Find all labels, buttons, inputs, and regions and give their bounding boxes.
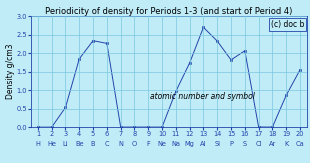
- Text: atomic number and symbol: atomic number and symbol: [150, 92, 255, 101]
- Y-axis label: Density g/cm3: Density g/cm3: [6, 44, 15, 99]
- Text: (c) doc b: (c) doc b: [271, 20, 304, 29]
- Title: Periodicity of density for Periods 1-3 (and start of Period 4): Periodicity of density for Periods 1-3 (…: [45, 7, 293, 15]
